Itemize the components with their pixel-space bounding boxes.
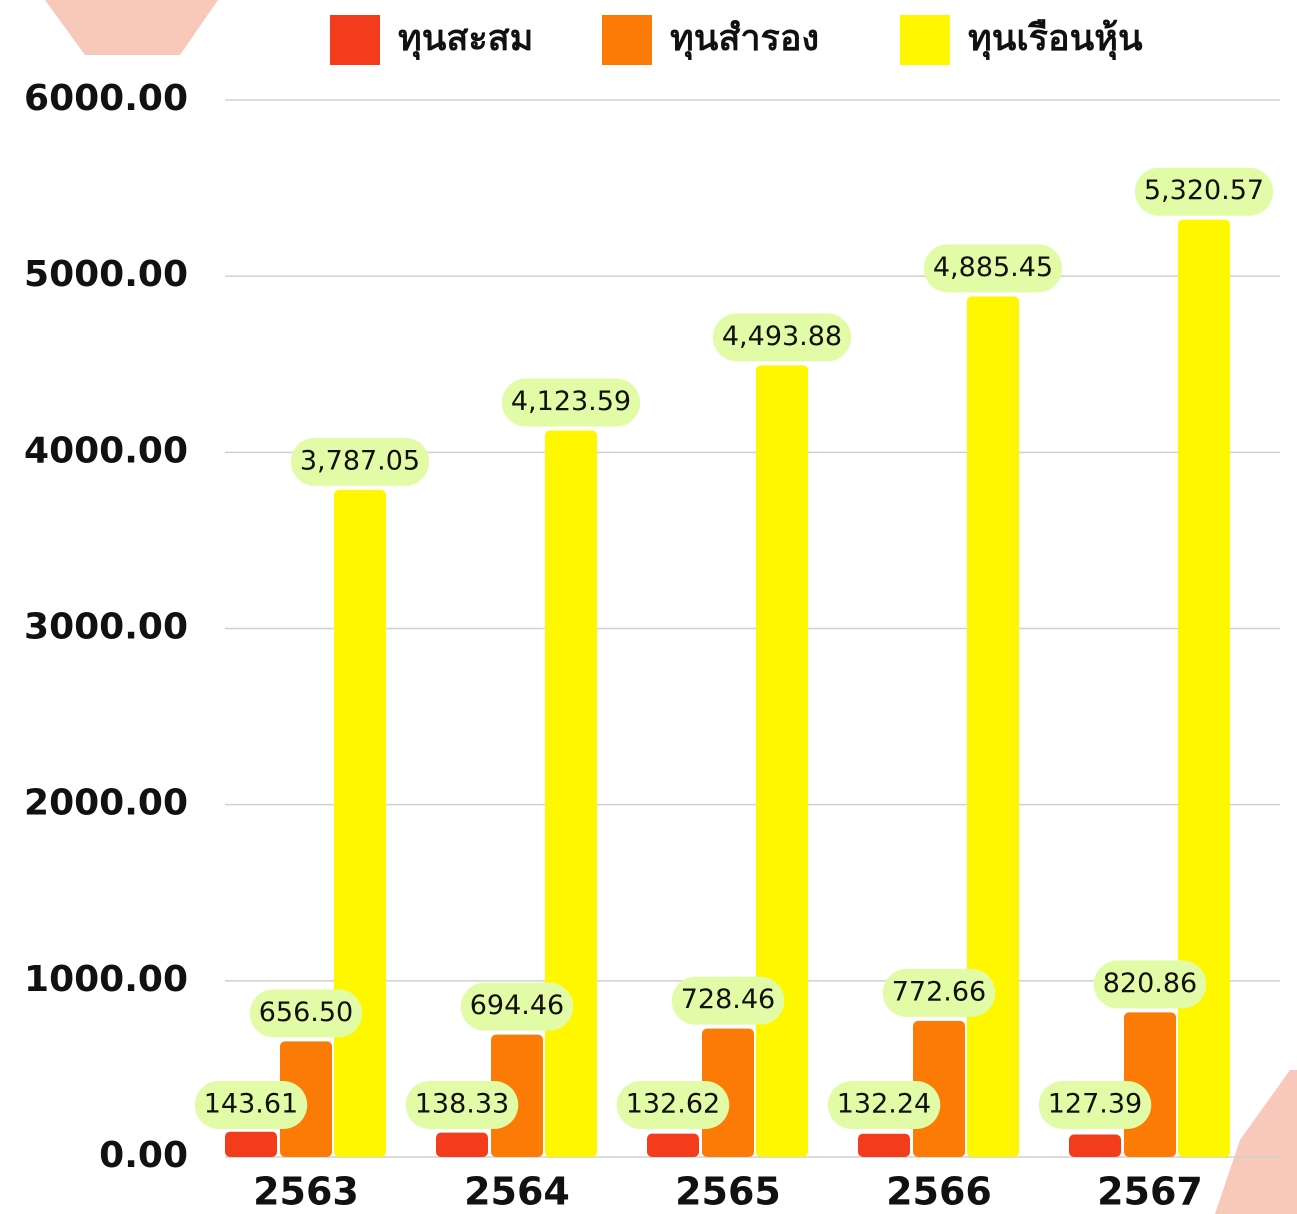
legend-label: ทุนเรือนหุ้น — [968, 18, 1143, 61]
value-label: 4,493.88 — [722, 321, 842, 352]
bar — [1069, 1134, 1121, 1157]
bar — [334, 489, 386, 1157]
x-tick-label: 2567 — [1097, 1170, 1203, 1214]
value-label: 127.39 — [1048, 1089, 1142, 1120]
legend-label: ทุนสะสม — [398, 18, 533, 61]
value-label-bg — [882, 968, 996, 1017]
marks — [225, 219, 1230, 1157]
bar — [436, 1132, 488, 1157]
value-label: 694.46 — [470, 990, 564, 1021]
legend-swatch — [900, 15, 950, 65]
value-label-bg — [712, 313, 852, 362]
value-label-bg — [1038, 1081, 1152, 1129]
value-label: 5,320.57 — [1144, 175, 1264, 206]
value-label: 138.33 — [415, 1089, 509, 1120]
value-label: 4,123.59 — [511, 386, 631, 417]
value-label: 820.86 — [1103, 968, 1197, 999]
bar — [225, 1131, 277, 1157]
y-tick-label: 4000.00 — [24, 430, 188, 471]
value-label: 143.61 — [204, 1089, 298, 1120]
x-tick-label: 2564 — [464, 1170, 570, 1214]
value-label-bg — [1093, 960, 1207, 1009]
value-label-bg — [923, 244, 1063, 293]
value-label: 656.50 — [259, 997, 353, 1028]
bar — [1178, 219, 1230, 1157]
value-label-bg — [290, 437, 430, 486]
value-label: 132.24 — [837, 1089, 931, 1120]
value-label-bg — [460, 982, 574, 1031]
y-tick-label: 5000.00 — [24, 254, 188, 295]
x-tick-label: 2565 — [675, 1170, 781, 1214]
decoration — [45, 0, 218, 55]
bar — [545, 430, 597, 1157]
value-label-bg — [1134, 167, 1274, 216]
bar — [967, 296, 1019, 1157]
y-tick-label: 1000.00 — [24, 959, 188, 1000]
x-tick-label: 2563 — [253, 1170, 359, 1214]
y-tick-label: 3000.00 — [24, 607, 188, 648]
legend-swatch — [330, 15, 380, 65]
bar — [647, 1133, 699, 1157]
value-label-bg — [405, 1081, 519, 1129]
y-tick-label: 6000.00 — [24, 78, 188, 119]
decoration — [1215, 1070, 1297, 1214]
bar — [858, 1133, 910, 1157]
value-label: 132.62 — [626, 1089, 720, 1120]
value-label: 3,787.05 — [300, 445, 420, 476]
legend-label: ทุนสำรอง — [670, 18, 819, 61]
bar — [756, 365, 808, 1157]
value-label: 4,885.45 — [933, 252, 1053, 283]
value-label: 772.66 — [892, 976, 986, 1007]
y-tick-label: 2000.00 — [24, 783, 188, 824]
value-label-bg — [827, 1081, 941, 1129]
value-label: 728.46 — [681, 984, 775, 1015]
value-label-bg — [671, 976, 785, 1025]
legend-swatch — [602, 15, 652, 65]
value-label-bg — [501, 378, 641, 427]
value-label-bg — [616, 1081, 730, 1129]
value-label-bg — [249, 989, 363, 1038]
y-tick-label: 0.00 — [99, 1135, 188, 1176]
value-label-bg — [194, 1081, 308, 1129]
x-tick-label: 2566 — [886, 1170, 992, 1214]
